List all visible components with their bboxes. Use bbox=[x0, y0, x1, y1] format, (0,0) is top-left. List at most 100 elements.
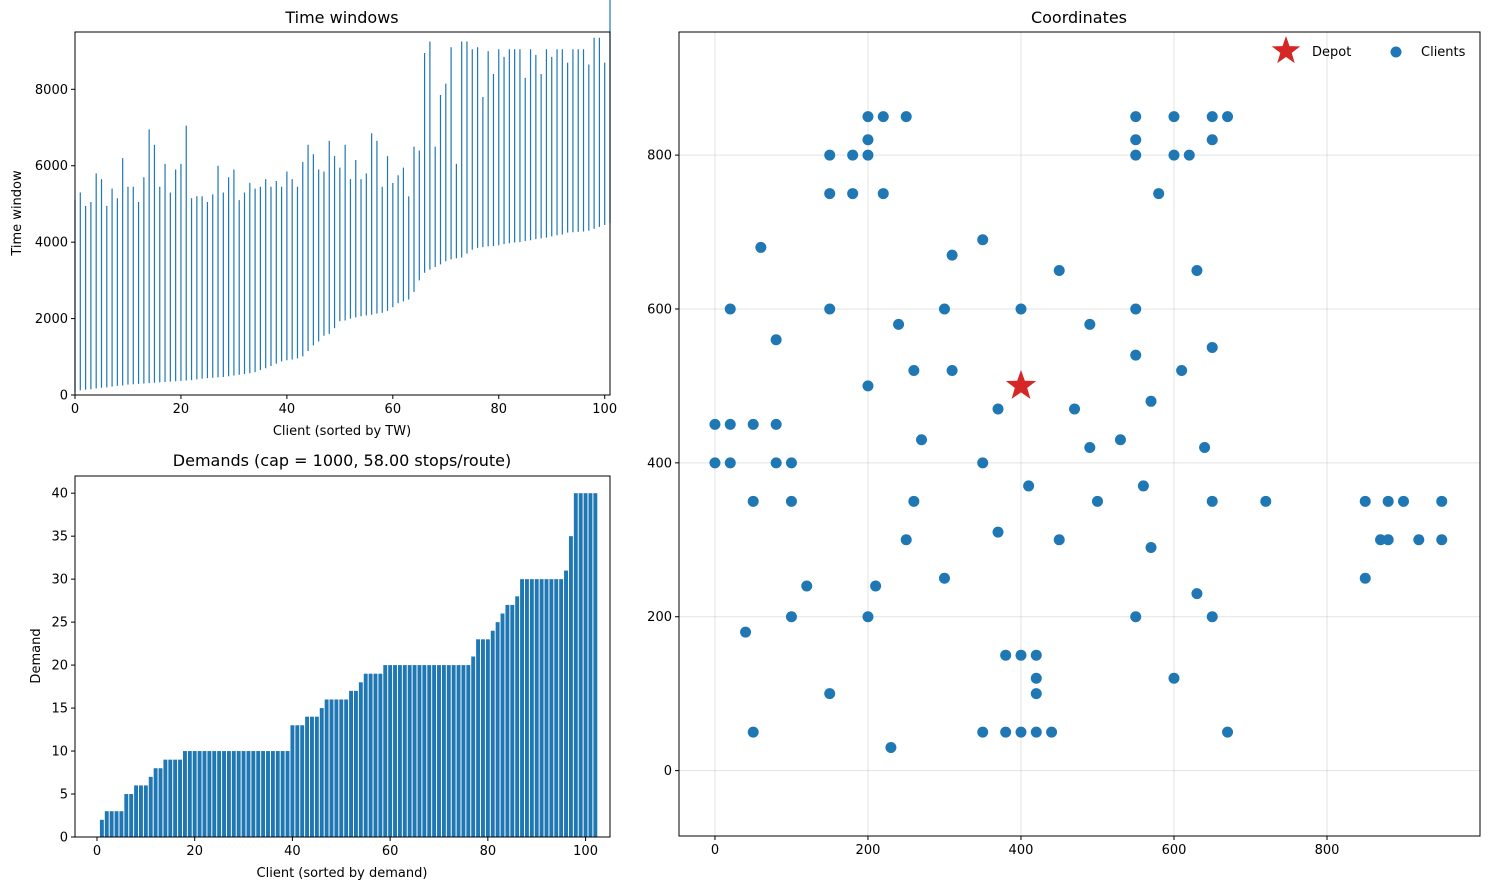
client-point bbox=[938, 303, 950, 315]
demand-bar bbox=[158, 768, 163, 837]
client-point bbox=[770, 418, 782, 430]
client-point bbox=[977, 726, 989, 738]
demand-bar bbox=[339, 699, 344, 837]
client-point bbox=[1168, 149, 1180, 161]
demands-bars bbox=[99, 493, 598, 837]
client-point bbox=[862, 611, 874, 623]
demand-bar bbox=[134, 785, 139, 837]
client-point bbox=[1206, 611, 1218, 623]
client-point bbox=[824, 303, 836, 315]
demands-xtick-label: 100 bbox=[573, 844, 598, 859]
time-windows-bars bbox=[74, 0, 611, 392]
client-point bbox=[862, 111, 874, 123]
demand-bar bbox=[568, 536, 573, 837]
client-point bbox=[1130, 111, 1142, 123]
client-point bbox=[1153, 188, 1165, 200]
client-point bbox=[1030, 649, 1042, 661]
demand-bar bbox=[456, 665, 461, 837]
legend-clients-marker bbox=[1390, 46, 1402, 58]
demand-bar bbox=[583, 493, 588, 837]
demand-bar bbox=[319, 708, 324, 837]
demands-ytick-label: 30 bbox=[51, 573, 68, 588]
demands-ylabel: Demand bbox=[29, 628, 44, 683]
client-point bbox=[977, 457, 989, 469]
demand-bar bbox=[314, 716, 319, 837]
client-point bbox=[724, 457, 736, 469]
coordinates-ytick-label: 600 bbox=[647, 302, 672, 317]
demand-bar bbox=[226, 751, 231, 837]
demands-panel: Demands (cap = 1000, 58.00 stops/route) … bbox=[29, 451, 611, 881]
demand-bar bbox=[368, 673, 373, 837]
demand-bar bbox=[427, 665, 432, 837]
client-point bbox=[740, 626, 752, 638]
demands-ytick-label: 35 bbox=[51, 530, 68, 545]
client-point bbox=[824, 188, 836, 200]
demand-bar bbox=[539, 579, 544, 837]
demand-bar bbox=[505, 604, 510, 837]
client-point bbox=[977, 234, 989, 246]
client-point bbox=[1053, 265, 1065, 277]
client-point bbox=[1130, 134, 1142, 146]
demand-bar bbox=[564, 570, 568, 837]
time-windows-ytick-label: 0 bbox=[60, 389, 68, 404]
client-point bbox=[1114, 434, 1126, 446]
client-point bbox=[1130, 149, 1142, 161]
demand-bar bbox=[588, 493, 593, 837]
client-point bbox=[1199, 441, 1211, 453]
demand-bar bbox=[104, 811, 109, 837]
demand-bar bbox=[266, 751, 270, 837]
demand-bar bbox=[432, 665, 437, 837]
client-point bbox=[1130, 303, 1142, 315]
client-point bbox=[885, 742, 897, 754]
demand-bar bbox=[178, 759, 182, 837]
demand-bar bbox=[373, 673, 378, 837]
client-point bbox=[1030, 688, 1042, 700]
client-point bbox=[992, 403, 1004, 415]
demand-bar bbox=[471, 656, 476, 837]
legend-depot-label: Depot bbox=[1312, 45, 1351, 60]
time-windows-ytick-label: 4000 bbox=[35, 236, 68, 251]
client-point bbox=[862, 380, 874, 392]
client-point bbox=[877, 111, 889, 123]
client-point bbox=[1382, 495, 1394, 507]
demand-bar bbox=[495, 622, 500, 837]
demand-bar bbox=[422, 665, 427, 837]
client-point bbox=[1413, 534, 1425, 546]
demand-bar bbox=[417, 665, 422, 837]
demand-bar bbox=[109, 811, 114, 837]
demands-xtick-label: 80 bbox=[480, 844, 497, 859]
client-point bbox=[1260, 495, 1272, 507]
demand-bar bbox=[520, 579, 525, 837]
demands-xtick-label: 60 bbox=[382, 844, 399, 859]
demands-ytick-label: 10 bbox=[51, 745, 68, 760]
client-point bbox=[747, 418, 759, 430]
client-point bbox=[709, 418, 721, 430]
demand-bar bbox=[388, 665, 393, 837]
demand-bar bbox=[534, 579, 539, 837]
demands-ticks: 0 20 40 60 80 100 0 5 10 15 20 25 30 35 40 bbox=[51, 487, 598, 859]
demand-bar bbox=[554, 579, 559, 837]
demand-bar bbox=[578, 493, 583, 837]
client-point bbox=[1030, 726, 1042, 738]
demand-bar bbox=[310, 716, 314, 837]
demands-ytick-label: 15 bbox=[51, 702, 68, 717]
demand-bar bbox=[270, 751, 275, 837]
demand-bar bbox=[397, 665, 402, 837]
demands-ytick-label: 25 bbox=[51, 616, 68, 631]
coordinates-xtick-label: 400 bbox=[1009, 843, 1034, 858]
client-point bbox=[785, 457, 797, 469]
demand-bar bbox=[202, 751, 207, 837]
demand-bar bbox=[246, 751, 251, 837]
legend-clients-label: Clients bbox=[1421, 45, 1466, 60]
coordinates-ytick-label: 0 bbox=[664, 764, 672, 779]
demand-bar bbox=[217, 751, 222, 837]
coordinates-ytick-label: 200 bbox=[647, 610, 672, 625]
demand-bar bbox=[212, 751, 217, 837]
demand-bar bbox=[236, 751, 241, 837]
client-point bbox=[1015, 726, 1027, 738]
client-point bbox=[785, 611, 797, 623]
demand-bar bbox=[148, 776, 153, 837]
client-point bbox=[900, 534, 912, 546]
time-windows-frame bbox=[74, 31, 611, 396]
demand-bar bbox=[305, 716, 310, 837]
